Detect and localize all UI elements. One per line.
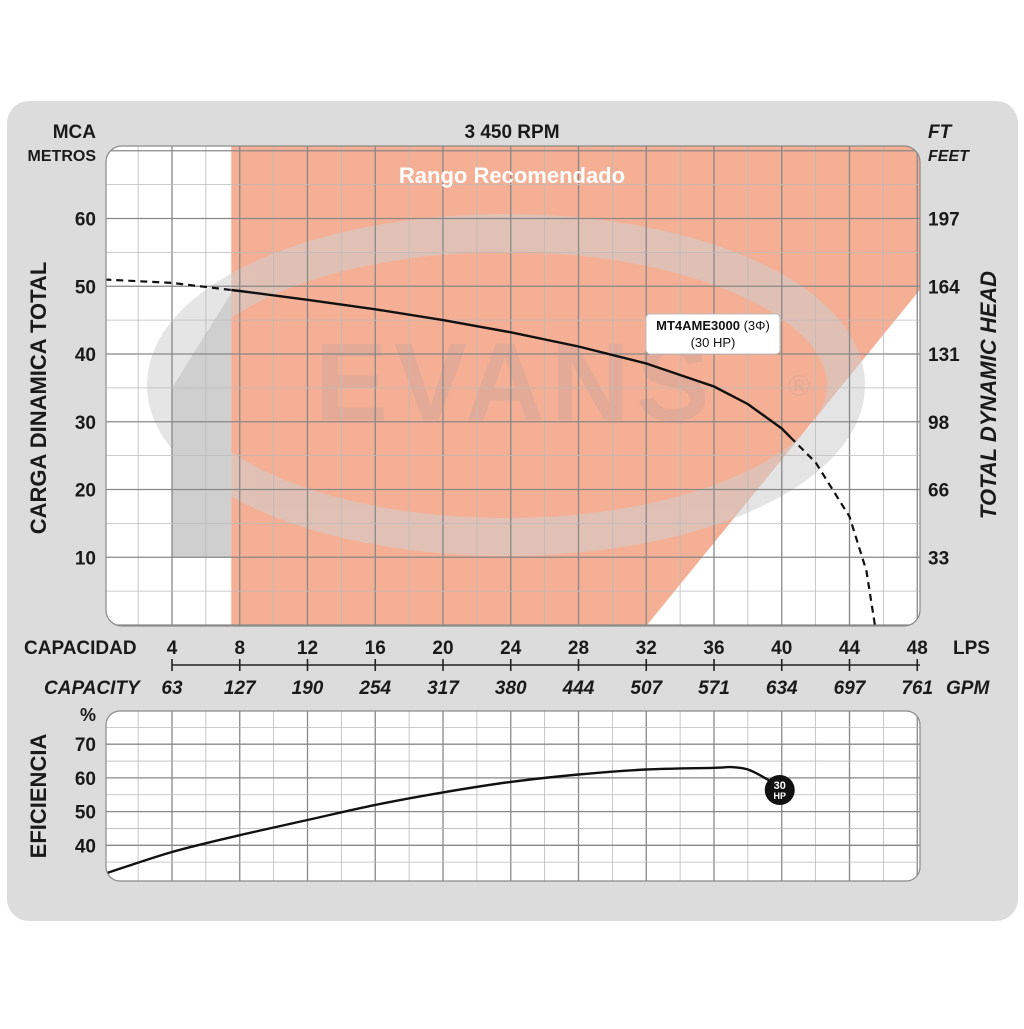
x-tick-label-lps: 24 [500, 638, 522, 659]
x-label-gpm: CAPACITY [44, 678, 142, 699]
head-curve-dashed-end [789, 436, 876, 626]
x-tick-label-lps: 48 [907, 638, 928, 659]
gray-region [172, 293, 232, 558]
right-tick-label: 98 [928, 413, 949, 434]
efficiency-unit: % [80, 705, 96, 725]
x-tick-label-gpm: 190 [292, 678, 324, 699]
x-tick-label-gpm: 254 [358, 678, 391, 699]
right-tick-label: 164 [928, 277, 960, 298]
x-unit-gpm: GPM [946, 678, 990, 699]
efficiency-tick-label: 40 [75, 836, 96, 857]
efficiency-tick-label: 60 [75, 769, 96, 790]
x-tick-labels-lps: 4 8 12 16 20 24 28 32 36 40 44 48 [167, 638, 928, 659]
efficiency-curve [106, 765, 783, 876]
efficiency-axis-title: EFICIENCIA [26, 734, 51, 859]
right-unit-label: FT [928, 122, 953, 143]
x-tick-label-gpm: 571 [698, 678, 730, 699]
x-tick-label-lps: 32 [636, 638, 657, 659]
x-tick-label-lps: 20 [432, 638, 453, 659]
x-tick-label-gpm: 63 [161, 678, 183, 699]
left-tick-label: 30 [75, 413, 96, 434]
series-power: (30 HP) [691, 335, 736, 350]
x-tick-label-gpm: 317 [427, 678, 460, 699]
x-tick-label-lps: 12 [297, 638, 318, 659]
badge-line-1: 30 [774, 780, 786, 792]
right-tick-labels: 33 66 98 131 164 197 [928, 210, 960, 570]
head-curve [106, 278, 876, 626]
right-tick-label: 33 [928, 548, 949, 569]
watermark-text: EVANS [315, 321, 716, 444]
efficiency-curve-line [106, 765, 783, 876]
x-tick-label-gpm: 634 [766, 678, 798, 699]
right-axis-title: TOTAL DYNAMIC HEAD [976, 271, 1001, 519]
left-tick-label: 50 [75, 277, 96, 298]
right-tick-label: 66 [928, 481, 949, 502]
right-unit-label-2: FEET [928, 148, 970, 165]
series-label-box: MT4AME3000 (3Φ) (30 HP) [645, 313, 781, 355]
x-tick-label-lps: 4 [167, 638, 178, 659]
efficiency-tick-labels: 40 50 60 70 [75, 735, 96, 857]
svg-text:MT4AME3000 (3Φ): MT4AME3000 (3Φ) [656, 318, 770, 333]
x-tick-label-gpm: 380 [495, 678, 527, 699]
left-tick-labels: 10 20 30 40 50 60 [75, 210, 96, 570]
x-tick-label-lps: 40 [771, 638, 792, 659]
x-tick-label-lps: 16 [365, 638, 386, 659]
x-tick-label-gpm: 444 [562, 678, 595, 699]
left-tick-label: 10 [75, 548, 96, 569]
left-tick-label: 20 [75, 481, 96, 502]
left-tick-label: 40 [75, 345, 96, 366]
chart-title: 3 450 RPM [464, 122, 559, 143]
left-tick-label: 60 [75, 210, 96, 231]
left-unit-label-2: METROS [28, 148, 97, 165]
head-curve-solid [231, 288, 792, 438]
x-tick-label-gpm: 507 [630, 678, 663, 699]
power-badge: 30 HP [764, 775, 795, 806]
efficiency-tick-label: 50 [75, 803, 96, 824]
watermark: EVANS ® [147, 214, 865, 556]
x-tick-label-lps: 8 [234, 638, 245, 659]
watermark-registered-mark: ® [788, 370, 810, 403]
x-unit-lps: LPS [953, 638, 990, 659]
top-grid [106, 146, 920, 626]
x-tick-label-gpm: 697 [834, 678, 867, 699]
x-label-lps: CAPACIDAD [24, 638, 137, 659]
right-tick-label: 197 [928, 210, 960, 231]
x-tick-label-gpm: 761 [901, 678, 933, 699]
series-phase: (3Φ) [744, 318, 770, 333]
series-name: MT4AME3000 [656, 318, 740, 333]
x-tick-label-gpm: 127 [224, 678, 257, 699]
bottom-grid [106, 711, 920, 881]
x-tick-label-lps: 44 [839, 638, 861, 659]
x-tick-labels-gpm: 63 127 190 254 317 380 444 507 571 634 697 761 [161, 678, 933, 699]
left-axis-title: CARGA DINAMICA TOTAL [26, 262, 51, 535]
badge-line-2: HP [773, 791, 786, 801]
x-tick-marks [171, 659, 919, 671]
efficiency-tick-label: 70 [75, 735, 96, 756]
bottom-plot-background [106, 711, 920, 881]
right-tick-label: 131 [928, 345, 960, 366]
x-tick-label-lps: 28 [568, 638, 589, 659]
range-label: Rango Recomendado [399, 163, 625, 188]
x-tick-label-lps: 36 [703, 638, 724, 659]
left-unit-label: MCA [53, 122, 97, 143]
